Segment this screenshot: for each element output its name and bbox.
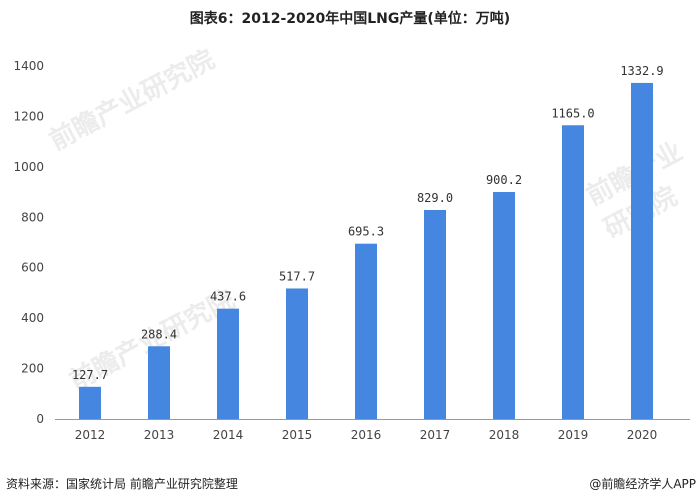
bar xyxy=(562,125,584,419)
x-tick-label: 2013 xyxy=(144,428,175,442)
bar-chart: 0 200 400 600 800 1000 1200 1400 127.7 2012 288.4 2… xyxy=(13,59,690,442)
data-label: 1332.9 xyxy=(620,64,663,78)
y-tick-label: 1400 xyxy=(13,59,44,73)
bar xyxy=(286,288,308,419)
brand-credit: @前瞻经济学人APP xyxy=(589,477,696,491)
x-tick-label: 2016 xyxy=(351,428,382,442)
x-tick-label: 2019 xyxy=(558,428,589,442)
bar xyxy=(631,82,653,419)
data-label: 437.6 xyxy=(210,290,246,304)
y-tick-label: 1000 xyxy=(13,160,44,174)
x-tick-label: 2015 xyxy=(282,428,313,442)
data-label: 127.7 xyxy=(72,368,108,382)
data-label: 517.7 xyxy=(279,269,315,283)
x-tick-label: 2020 xyxy=(627,428,658,442)
x-tick-label: 2014 xyxy=(213,428,244,442)
x-tick-label: 2012 xyxy=(75,428,106,442)
x-tick-label: 2017 xyxy=(420,428,451,442)
y-tick-label: 200 xyxy=(21,362,44,376)
data-label: 829.0 xyxy=(417,191,453,205)
x-tick-label: 2018 xyxy=(489,428,520,442)
chart-title: 图表6：2012-2020年中国LNG产量(单位：万吨) xyxy=(189,11,511,27)
bar xyxy=(148,346,170,419)
y-tick-label: 400 xyxy=(21,311,44,325)
bar xyxy=(217,308,239,419)
bar xyxy=(493,192,515,419)
data-label: 695.3 xyxy=(348,225,384,239)
bar xyxy=(355,243,377,419)
data-label: 900.2 xyxy=(486,173,522,187)
bar xyxy=(424,209,446,419)
y-tick-label: 600 xyxy=(21,261,44,275)
source-note: 资料来源：国家统计局 前瞻产业研究院整理 xyxy=(6,477,238,491)
data-label: 1165.0 xyxy=(551,106,594,120)
y-tick-label: 1200 xyxy=(13,109,44,123)
y-tick-label: 800 xyxy=(21,210,44,224)
bar xyxy=(79,386,101,419)
data-label: 288.4 xyxy=(141,327,177,341)
y-tick-label: 0 xyxy=(36,412,44,426)
